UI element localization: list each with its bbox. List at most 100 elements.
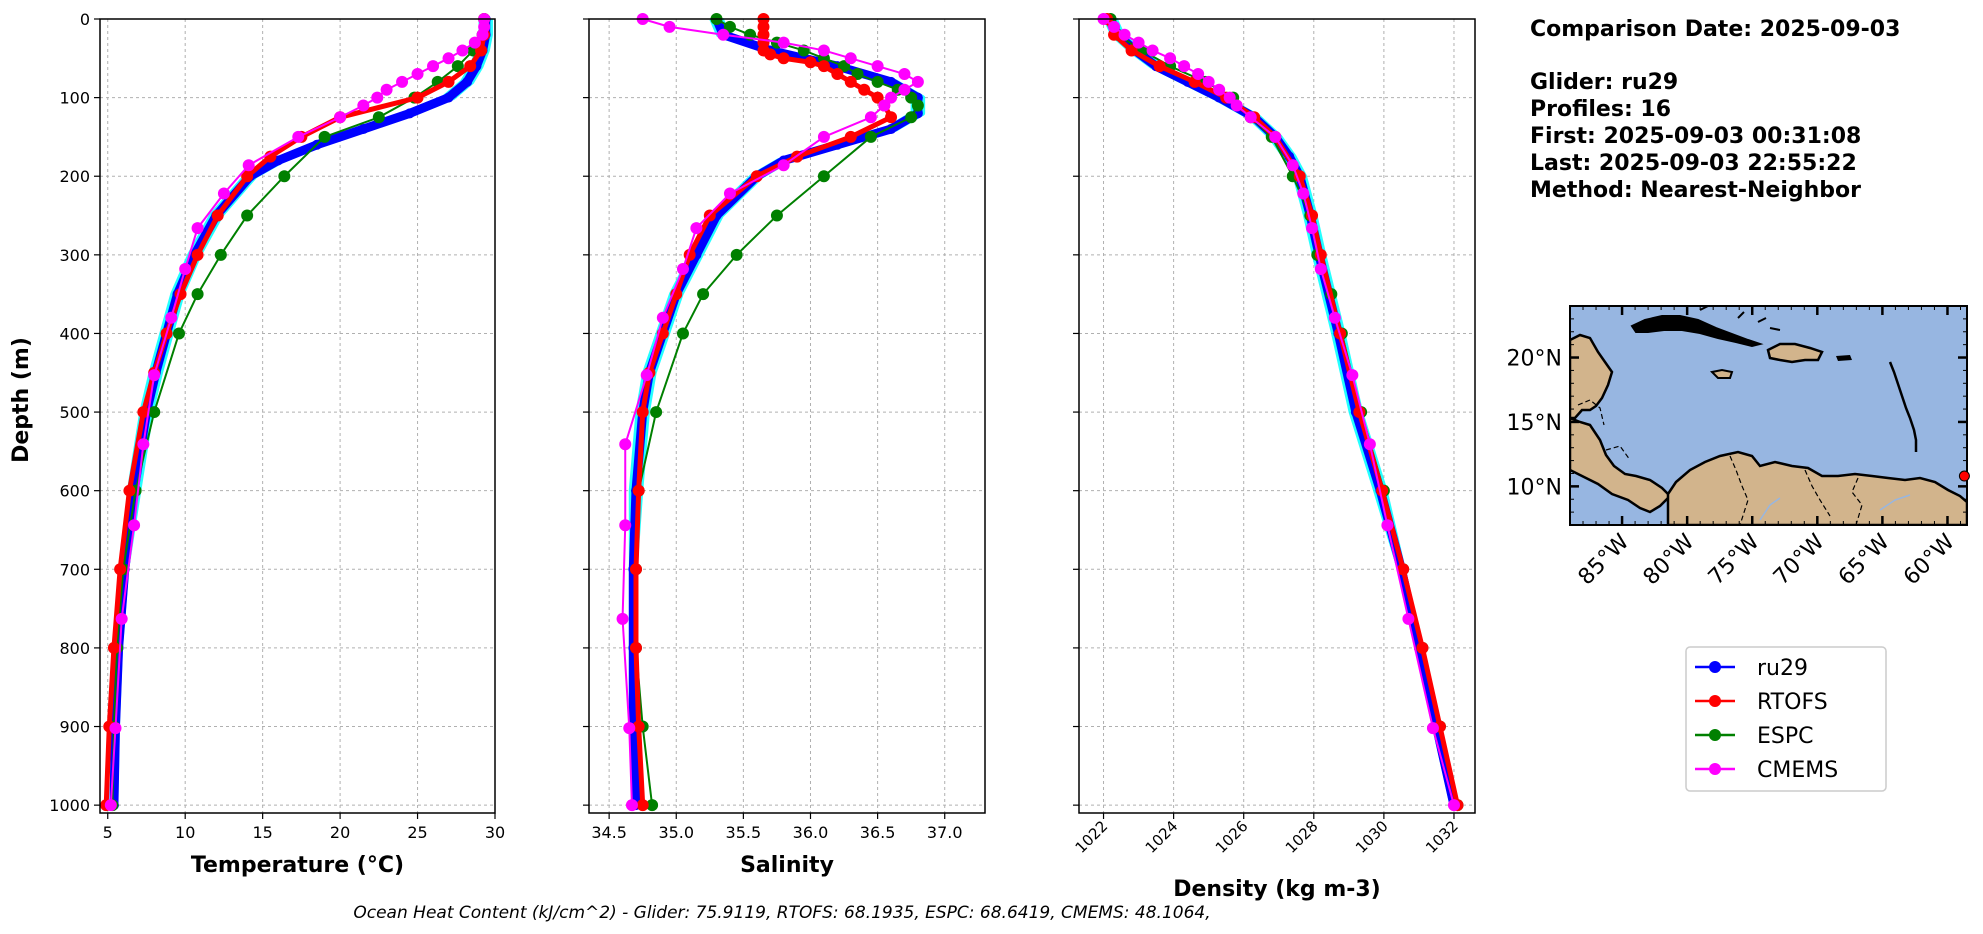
data-point-espc	[646, 799, 659, 812]
data-point-ru29	[462, 76, 473, 87]
map-lon-label: 85°W	[1574, 529, 1635, 590]
legend-item-ru29: ru29	[1695, 656, 1808, 681]
x-tick-label: 36.0	[793, 823, 829, 842]
data-point-cmems	[871, 60, 884, 73]
data-point-rtofs	[636, 799, 649, 812]
x-tick-label: 20	[330, 823, 350, 842]
x-tick-label: 1024	[1142, 817, 1182, 857]
data-point-cmems	[898, 68, 911, 81]
data-point-cmems	[217, 187, 230, 200]
data-point-cmems	[717, 28, 730, 41]
data-point-cmems	[690, 222, 703, 235]
data-point-espc	[173, 327, 185, 340]
data-point-cmems	[1346, 369, 1359, 382]
data-point-cmems	[1286, 159, 1299, 172]
legend-item-rtofs: RTOFS	[1695, 690, 1828, 715]
data-point-cmems	[1118, 28, 1131, 41]
data-point-espc	[697, 288, 710, 301]
data-point-cmems	[380, 83, 393, 96]
data-point-cmems	[619, 519, 632, 532]
data-point-cmems	[663, 20, 676, 33]
data-point-espc	[911, 99, 924, 112]
data-point-rtofs	[858, 83, 871, 96]
map-land-central-america	[1570, 333, 1614, 420]
data-point-ru29	[443, 92, 454, 103]
data-point-cmems	[1269, 130, 1282, 143]
data-point-espc	[214, 248, 227, 261]
axes-frame	[1078, 18, 1476, 814]
data-point-cmems	[623, 722, 636, 735]
data-point-espc	[730, 248, 743, 261]
data-point-espc	[676, 327, 689, 340]
x-tick-label: 37.0	[927, 823, 963, 842]
x-tick-label: 1032	[1422, 817, 1462, 857]
data-point-rtofs	[241, 170, 254, 183]
data-point-espc	[871, 75, 884, 88]
data-point-rtofs	[1125, 44, 1138, 57]
data-point-cmems	[1108, 20, 1121, 33]
profile-panels: 0 100 200 300 400 500 600 700 800 900 1000 5 10 15 20 2…	[49, 10, 1476, 902]
x-tick-label: 30	[485, 823, 505, 842]
data-point-espc	[278, 170, 291, 183]
data-point-cmems	[864, 111, 877, 124]
ohc-footer: Ocean Heat Content (kJ/cm^2) - Glider: 7…	[353, 903, 1210, 923]
data-point-rtofs	[764, 48, 777, 61]
data-point-espc	[723, 20, 736, 33]
x-axis-label: Density (kg m-3)	[1173, 877, 1381, 902]
y-tick-label: 100	[59, 89, 90, 108]
legend-item-cmems: CMEMS	[1695, 758, 1838, 783]
data-point-cmems	[104, 799, 117, 812]
data-point-rtofs	[629, 641, 642, 654]
data-point-espc	[905, 91, 918, 104]
legend-label: CMEMS	[1757, 758, 1838, 783]
data-point-cmems	[616, 612, 629, 625]
data-point-cmems	[676, 262, 689, 275]
info-line: Method: Nearest-Neighbor	[1530, 178, 1861, 203]
data-point-cmems	[137, 438, 150, 451]
data-point-cmems	[468, 36, 481, 49]
x-tick-label: 35.0	[658, 823, 694, 842]
data-point-rtofs	[1416, 641, 1429, 654]
map-borders	[1577, 399, 1863, 525]
data-point-rtofs	[107, 641, 120, 654]
y-tick-label: 200	[59, 167, 90, 186]
data-point-cmems	[1447, 799, 1460, 812]
data-point-cmems	[1146, 44, 1159, 57]
map-lon-label: 65°W	[1834, 529, 1895, 590]
y-tick-label: 0	[80, 10, 90, 29]
data-point-rtofs	[844, 75, 857, 88]
data-point-cmems	[777, 159, 790, 172]
data-point-cmems	[148, 369, 161, 382]
map-frame-ticks	[1569, 305, 1967, 526]
data-point-espc	[148, 406, 161, 419]
legend-swatch-marker	[1709, 763, 1721, 775]
data-point-cmems	[911, 75, 924, 88]
location-map: 20°N 15°N 10°N 85°W 80°W 75°W 70°W 65°W 60°W	[1507, 305, 1970, 590]
map-land-isthmus	[1570, 416, 1672, 514]
x-tick-label: 35.5	[726, 823, 762, 842]
data-point-cmems	[777, 36, 790, 49]
glider-location-marker	[1958, 470, 1970, 482]
legend-label: ru29	[1757, 656, 1808, 681]
map-land-cuba	[1630, 315, 1764, 348]
series-cmems	[104, 13, 491, 812]
data-point-ru29	[404, 108, 415, 119]
data-point-cmems	[625, 799, 638, 812]
data-point-cmems	[128, 519, 141, 532]
y-tick-label: 300	[59, 246, 90, 265]
info-title: Comparison Date: 2025-09-03	[1530, 17, 1900, 42]
legend-swatch-marker	[1709, 661, 1721, 673]
data-point-rtofs	[1153, 60, 1166, 73]
map-land-puerto-rico	[1836, 355, 1852, 361]
data-point-espc	[838, 60, 851, 73]
profile-panel-1: 34.5 35.0 35.5 36.0 36.5 37.0 Salinity	[583, 13, 986, 878]
legend-label: RTOFS	[1757, 690, 1828, 715]
y-tick-label: 600	[59, 482, 90, 501]
data-point-cmems	[427, 60, 440, 73]
x-axis-label: Salinity	[740, 853, 834, 878]
data-point-rtofs	[114, 563, 127, 576]
data-point-cmems	[817, 44, 830, 57]
map-land-hispaniola	[1766, 342, 1824, 364]
map-lon-label: 60°W	[1899, 529, 1960, 590]
